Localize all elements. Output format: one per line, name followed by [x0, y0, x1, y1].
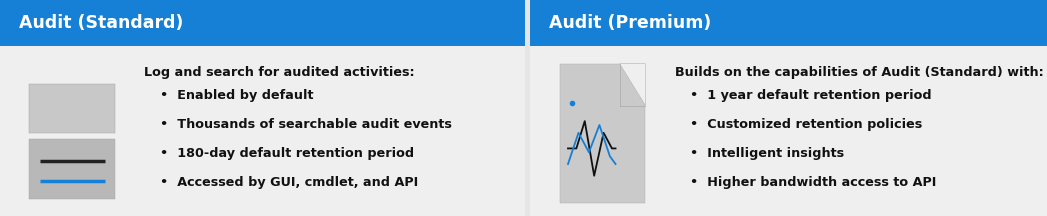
FancyBboxPatch shape	[29, 84, 115, 133]
Text: •  Thousands of searchable audit events: • Thousands of searchable audit events	[160, 118, 452, 131]
Text: •  Customized retention policies: • Customized retention policies	[691, 118, 922, 131]
Text: •  Enabled by default: • Enabled by default	[160, 89, 314, 102]
Text: Log and search for audited activities:: Log and search for audited activities:	[144, 66, 415, 79]
FancyBboxPatch shape	[530, 46, 1047, 216]
FancyBboxPatch shape	[29, 139, 115, 199]
FancyBboxPatch shape	[530, 0, 1047, 46]
Text: •  180-day default retention period: • 180-day default retention period	[160, 147, 415, 160]
Text: Builds on the capabilities of Audit (Standard) with:: Builds on the capabilities of Audit (Sta…	[674, 66, 1044, 79]
Text: •  Higher bandwidth access to API: • Higher bandwidth access to API	[691, 176, 937, 189]
Text: •  Intelligent insights: • Intelligent insights	[691, 147, 845, 160]
Polygon shape	[620, 64, 645, 105]
Text: •  Accessed by GUI, cmdlet, and API: • Accessed by GUI, cmdlet, and API	[160, 176, 419, 189]
FancyBboxPatch shape	[0, 0, 526, 46]
Text: Audit (Premium): Audit (Premium)	[549, 14, 711, 32]
Text: Audit (Standard): Audit (Standard)	[19, 14, 183, 32]
FancyBboxPatch shape	[0, 46, 526, 216]
Text: •  1 year default retention period: • 1 year default retention period	[691, 89, 932, 102]
FancyBboxPatch shape	[559, 64, 645, 203]
